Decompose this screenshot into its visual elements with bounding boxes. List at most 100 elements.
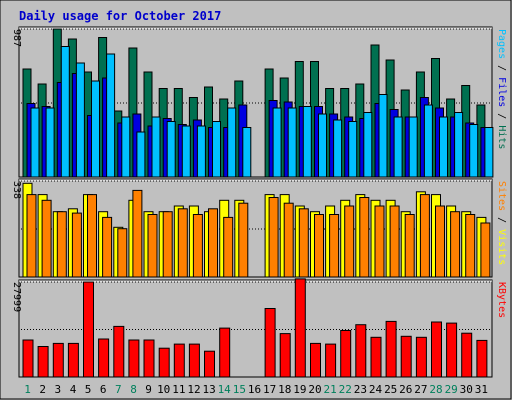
bar-kbytes-day-31: [476, 339, 488, 378]
bar-kbytes-day-7: [113, 325, 125, 378]
legend-hits-files-pages: Pages / Files / Hits: [496, 29, 507, 149]
bar-sites-day-20: [314, 214, 324, 278]
bar-sites-day-24: [374, 205, 385, 278]
bar-sites-day-1: [26, 194, 37, 278]
bar-kbytes-day-22: [340, 330, 352, 378]
bar-pages-day-12: [196, 125, 206, 178]
chart-title: Daily usage for October 2017: [19, 9, 221, 23]
bar-pages-day-14: [227, 107, 237, 178]
bar-kbytes-day-28: [431, 321, 442, 378]
bar-sites-day-22: [344, 205, 355, 278]
bar-pages-day-8: [136, 131, 146, 178]
bar-kbytes-day-30: [461, 332, 473, 378]
bar-sites-day-4: [71, 212, 82, 278]
panel-hits-files-pages: 987 Pages / Files / Hits: [11, 26, 507, 178]
day-label-10: 10: [157, 383, 170, 396]
day-label-25: 25: [384, 383, 397, 396]
legend-entry: /: [496, 59, 507, 77]
y-max-label: 27999: [11, 282, 22, 312]
bar-sites-day-29: [450, 211, 461, 278]
bar-pages-day-13: [212, 121, 221, 178]
bar-pages-day-28: [439, 116, 448, 178]
y-max-label: 987: [11, 29, 22, 47]
bar-pages-day-30: [469, 124, 479, 178]
bar-kbytes-day-4: [67, 342, 79, 378]
bar-kbytes-day-6: [98, 338, 110, 378]
bar-kbytes-day-14: [219, 327, 231, 378]
day-label-28: 28: [429, 383, 442, 396]
bar-kbytes-day-25: [385, 320, 397, 378]
day-label-13: 13: [202, 383, 215, 396]
bar-sites-day-28: [435, 205, 445, 278]
bar-kbytes-day-26: [400, 335, 412, 378]
bar-pages-day-6: [106, 53, 116, 178]
bar-kbytes-day-18: [279, 333, 291, 378]
panel-visits-sites: 338 Sites / Visits: [11, 178, 507, 278]
bar-kbytes-day-23: [355, 324, 367, 378]
bar-pages-day-7: [121, 116, 131, 178]
day-label-21: 21: [323, 383, 336, 396]
day-label-31: 31: [475, 383, 488, 396]
bar-kbytes-day-13: [204, 350, 215, 378]
bar-sites-day-18: [283, 202, 294, 278]
bar-kbytes-day-27: [415, 336, 427, 378]
bar-sites-day-26: [404, 214, 415, 278]
bar-pages-day-18: [287, 107, 297, 178]
bar-sites-day-31: [480, 222, 491, 278]
bar-sites-day-27: [419, 194, 430, 278]
day-label-23: 23: [354, 383, 367, 396]
bar-sites-day-12: [192, 214, 203, 278]
bar-kbytes-day-8: [128, 339, 140, 378]
legend-entry: Files: [496, 77, 507, 107]
chart-panels: 987 Pages / Files / Hits 338 Sites / Visits…: [11, 26, 507, 378]
bar-kbytes-day-17: [264, 308, 276, 378]
day-label-9: 9: [145, 383, 152, 396]
bar-pages-day-17: [272, 107, 282, 178]
bar-sites-day-14: [223, 216, 234, 278]
legend-entry: Visits: [496, 229, 507, 265]
bar-kbytes-day-11: [173, 343, 185, 378]
day-label-3: 3: [54, 383, 61, 396]
bar-pages-day-1: [30, 107, 40, 178]
legend-entry: KBytes: [496, 282, 507, 318]
day-label-12: 12: [187, 383, 200, 396]
bar-pages-day-3: [60, 46, 70, 178]
bar-pages-day-24: [378, 94, 388, 178]
day-label-5: 5: [85, 383, 92, 396]
day-label-15: 15: [233, 383, 246, 396]
bar-sites-day-23: [359, 197, 370, 278]
bar-sites-day-21: [329, 214, 340, 278]
day-label-17: 17: [263, 383, 276, 396]
day-label-24: 24: [369, 383, 383, 396]
day-label-22: 22: [339, 383, 352, 396]
day-label-11: 11: [172, 383, 185, 396]
series-pages: [30, 46, 494, 178]
bar-kbytes-day-21: [325, 343, 337, 378]
day-label-4: 4: [70, 383, 77, 396]
day-label-18: 18: [278, 383, 291, 396]
bar-kbytes-day-10: [158, 347, 170, 378]
bar-pages-day-20: [318, 113, 327, 178]
legend-kbytes: KBytes: [496, 282, 507, 318]
bar-pages-day-26: [408, 116, 418, 178]
bar-pages-day-15: [242, 127, 252, 178]
bar-sites-day-11: [177, 208, 188, 278]
bar-sites-day-19: [298, 208, 309, 278]
bar-pages-day-9: [151, 116, 161, 178]
bar-kbytes-day-1: [22, 339, 34, 378]
day-label-16: 16: [248, 383, 261, 396]
panel-kbytes: 27999 KBytes: [11, 278, 507, 378]
bar-sites-day-10: [162, 211, 173, 278]
bar-sites-day-25: [389, 205, 400, 278]
panel-frame: [18, 178, 493, 278]
bar-sites-day-9: [147, 214, 158, 278]
day-label-19: 19: [293, 383, 306, 396]
bar-sites-day-6: [102, 216, 113, 278]
bar-sites-day-13: [208, 208, 218, 278]
bar-sites-day-3: [56, 211, 67, 278]
series-kbytes: [22, 278, 488, 378]
day-label-8: 8: [130, 383, 137, 396]
legend-entry: Hits: [496, 125, 507, 149]
bar-kbytes-day-29: [446, 322, 458, 378]
